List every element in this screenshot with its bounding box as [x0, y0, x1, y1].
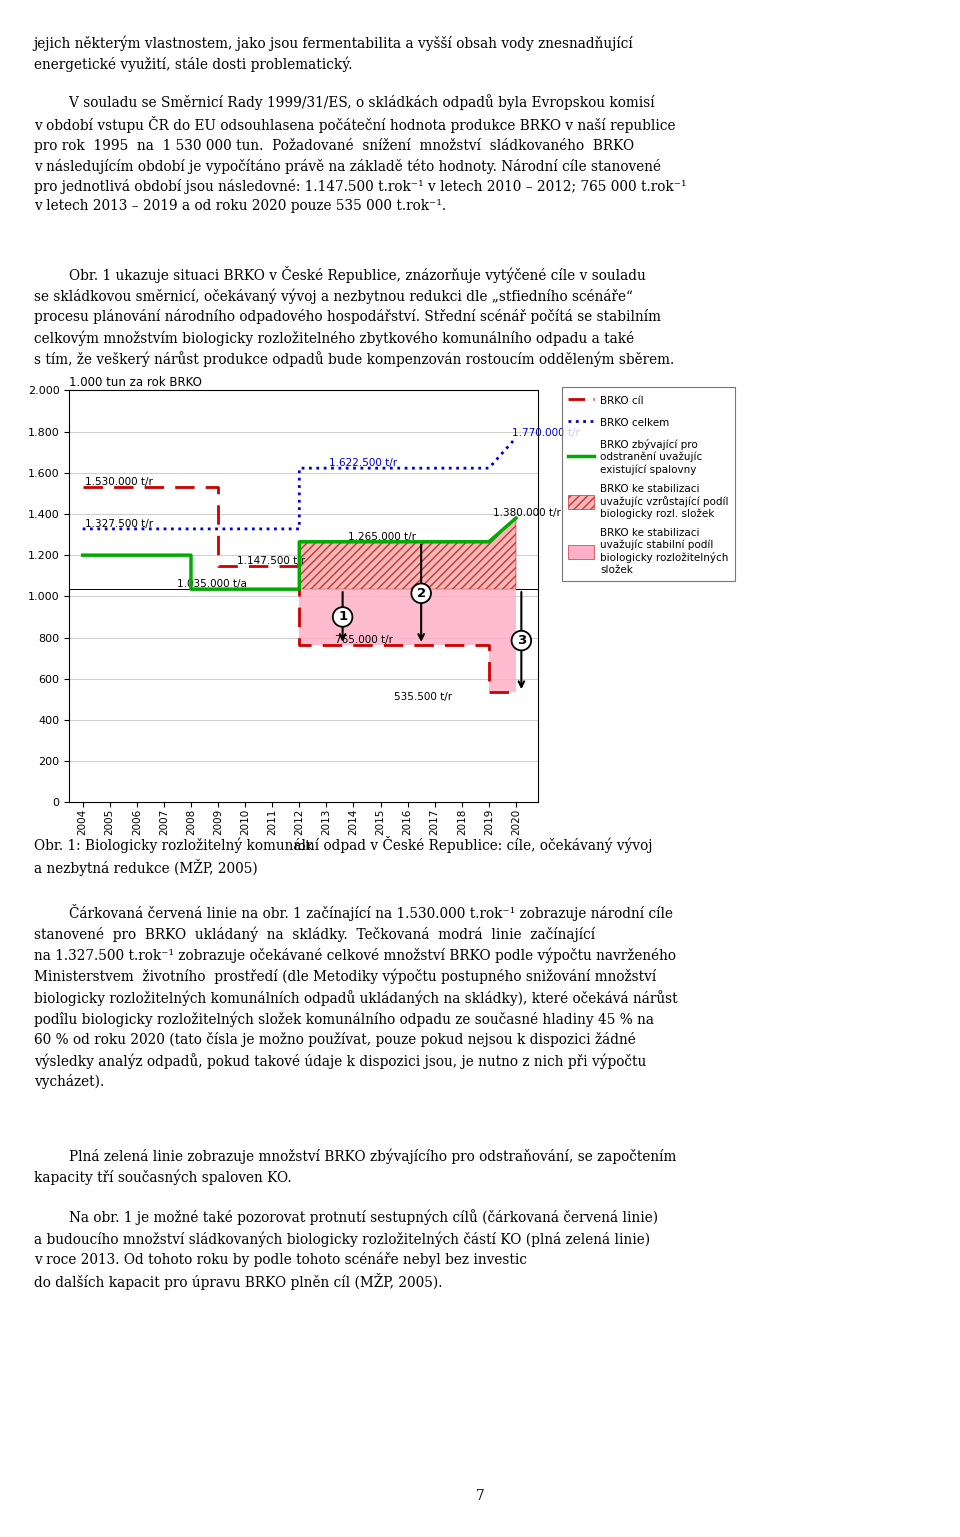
Text: 1.380.000 t/r: 1.380.000 t/r [492, 509, 561, 518]
Text: 765.000 t/r: 765.000 t/r [334, 635, 393, 644]
Polygon shape [300, 589, 516, 692]
Text: Plná zelená linie zobrazuje množství BRKO zbývajícího pro odstraňování, se započ: Plná zelená linie zobrazuje množství BRK… [34, 1148, 676, 1185]
Text: 1.035.000 t/a: 1.035.000 t/a [178, 579, 248, 589]
Text: V souladu se Směrnicí Rady 1999/31/ES, o skládkách odpadů byla Evropskou komisí
: V souladu se Směrnicí Rady 1999/31/ES, o… [34, 94, 686, 214]
Text: 1.000 tun za rok BRKO: 1.000 tun za rok BRKO [69, 377, 202, 389]
Text: Čárkovaná červená linie na obr. 1 začínající na 1.530.000 t.rok⁻¹ zobrazuje náro: Čárkovaná červená linie na obr. 1 začína… [34, 904, 677, 1090]
Text: 2: 2 [417, 587, 425, 599]
Text: jejich některým vlastnostem, jako jsou fermentabilita a vyšší obsah vody znesnad: jejich některým vlastnostem, jako jsou f… [34, 35, 634, 72]
Text: Obr. 1 ukazuje situaci BRKO v České Republice, znázorňuje vytýčené cíle v soulad: Obr. 1 ukazuje situaci BRKO v České Repu… [34, 266, 674, 367]
Text: 1.622.500 t/r: 1.622.500 t/r [329, 458, 397, 469]
Text: 3: 3 [516, 635, 526, 647]
Text: 1.770.000 t/r: 1.770.000 t/r [512, 427, 580, 438]
Text: 1.530.000 t/r: 1.530.000 t/r [85, 476, 154, 487]
Text: 1.327.500 t/r: 1.327.500 t/r [85, 520, 154, 529]
Polygon shape [300, 518, 516, 589]
Text: 1.147.500 t/r: 1.147.500 t/r [237, 556, 305, 566]
Text: Na obr. 1 je možné také pozorovat protnutí sestupných cílů (čárkovaná červená li: Na obr. 1 je možné také pozorovat protnu… [34, 1210, 658, 1291]
Text: 1.265.000 t/r: 1.265.000 t/r [348, 532, 416, 541]
X-axis label: rok: rok [294, 841, 313, 853]
Text: 535.500 t/r: 535.500 t/r [394, 692, 452, 702]
Text: Obr. 1: Biologicky rozložitelný komunální odpad v České Republice: cíle, očekáva: Obr. 1: Biologicky rozložitelný komunáln… [34, 836, 652, 876]
Text: 1: 1 [338, 610, 348, 624]
Legend: BRKO cíl, BRKO celkem, BRKO zbývající pro
odstranění uvažujíc
existující spalovn: BRKO cíl, BRKO celkem, BRKO zbývající pr… [562, 387, 734, 581]
Text: 7: 7 [476, 1489, 484, 1503]
